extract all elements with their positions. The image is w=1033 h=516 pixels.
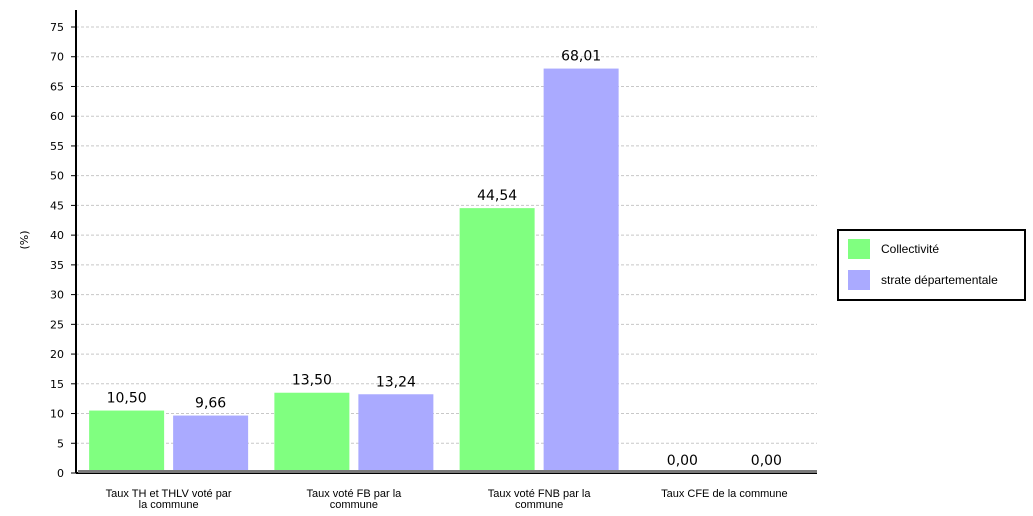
- y-tick-label: 70: [50, 51, 64, 64]
- x-category-label: commune: [330, 499, 378, 511]
- x-category-label: Taux CFE de la commune: [661, 488, 788, 500]
- y-tick-label: 15: [50, 378, 64, 391]
- bar-strate: [173, 415, 249, 473]
- x-category-label: Taux TH et THLV voté par: [106, 488, 232, 500]
- x-category-label: commune: [515, 499, 563, 511]
- data-label: 13,24: [376, 374, 416, 390]
- data-label: 68,01: [561, 49, 601, 65]
- legend-label-collectivite: Collectivité: [881, 242, 939, 256]
- data-label: 13,50: [292, 373, 332, 389]
- y-tick-label: 75: [50, 21, 64, 34]
- gridlines: [76, 26, 817, 444]
- y-tick-label: 40: [50, 229, 64, 242]
- x-category-label: Taux voté FNB par la: [488, 488, 592, 500]
- bar-collectivite: [274, 392, 350, 473]
- legend-label-strate: strate départementale: [881, 273, 998, 287]
- x-category-label: la commune: [139, 499, 199, 511]
- bar-strate: [358, 394, 434, 473]
- y-tick-label: 50: [50, 170, 64, 183]
- bar-strate: [543, 68, 619, 473]
- axes: 0 5 10 15 20 25 30 35 40 45 50 55 60 65 70 75 Taux TH et…: [50, 10, 817, 511]
- x-axis-shadow: [78, 470, 817, 473]
- legend-swatch-strate: [848, 270, 870, 290]
- legend: Collectivité strate départementale: [837, 229, 1026, 301]
- y-tick-label: 45: [50, 199, 64, 212]
- y-tick-label: 5: [57, 437, 64, 450]
- legend-swatch-collectivite: [848, 239, 870, 259]
- y-tick-label: 55: [50, 140, 64, 153]
- data-label: 0,00: [667, 453, 698, 469]
- data-label: 0,00: [751, 453, 782, 469]
- data-labels: 10,50 9,66 13,50 13,24 44,54 68,01 0,00 0,00: [107, 49, 782, 469]
- y-tick-label: 20: [50, 348, 64, 361]
- y-tick-label: 10: [50, 408, 64, 421]
- y-tick-label: 60: [50, 110, 64, 123]
- bar-collectivite: [459, 208, 535, 473]
- data-label: 10,50: [107, 391, 147, 407]
- y-tick-label: 35: [50, 259, 64, 272]
- bars: [89, 68, 619, 473]
- data-label: 9,66: [195, 396, 226, 412]
- y-tick-label: 25: [50, 318, 64, 331]
- y-tick-label: 30: [50, 289, 64, 302]
- x-category-label: Taux voté FB par la: [306, 488, 402, 500]
- bar-collectivite: [89, 410, 165, 473]
- y-tick-label: 0: [57, 467, 64, 480]
- data-label: 44,54: [477, 188, 517, 204]
- y-tick-label: 65: [50, 80, 64, 93]
- y-axis-label: (%): [18, 230, 31, 249]
